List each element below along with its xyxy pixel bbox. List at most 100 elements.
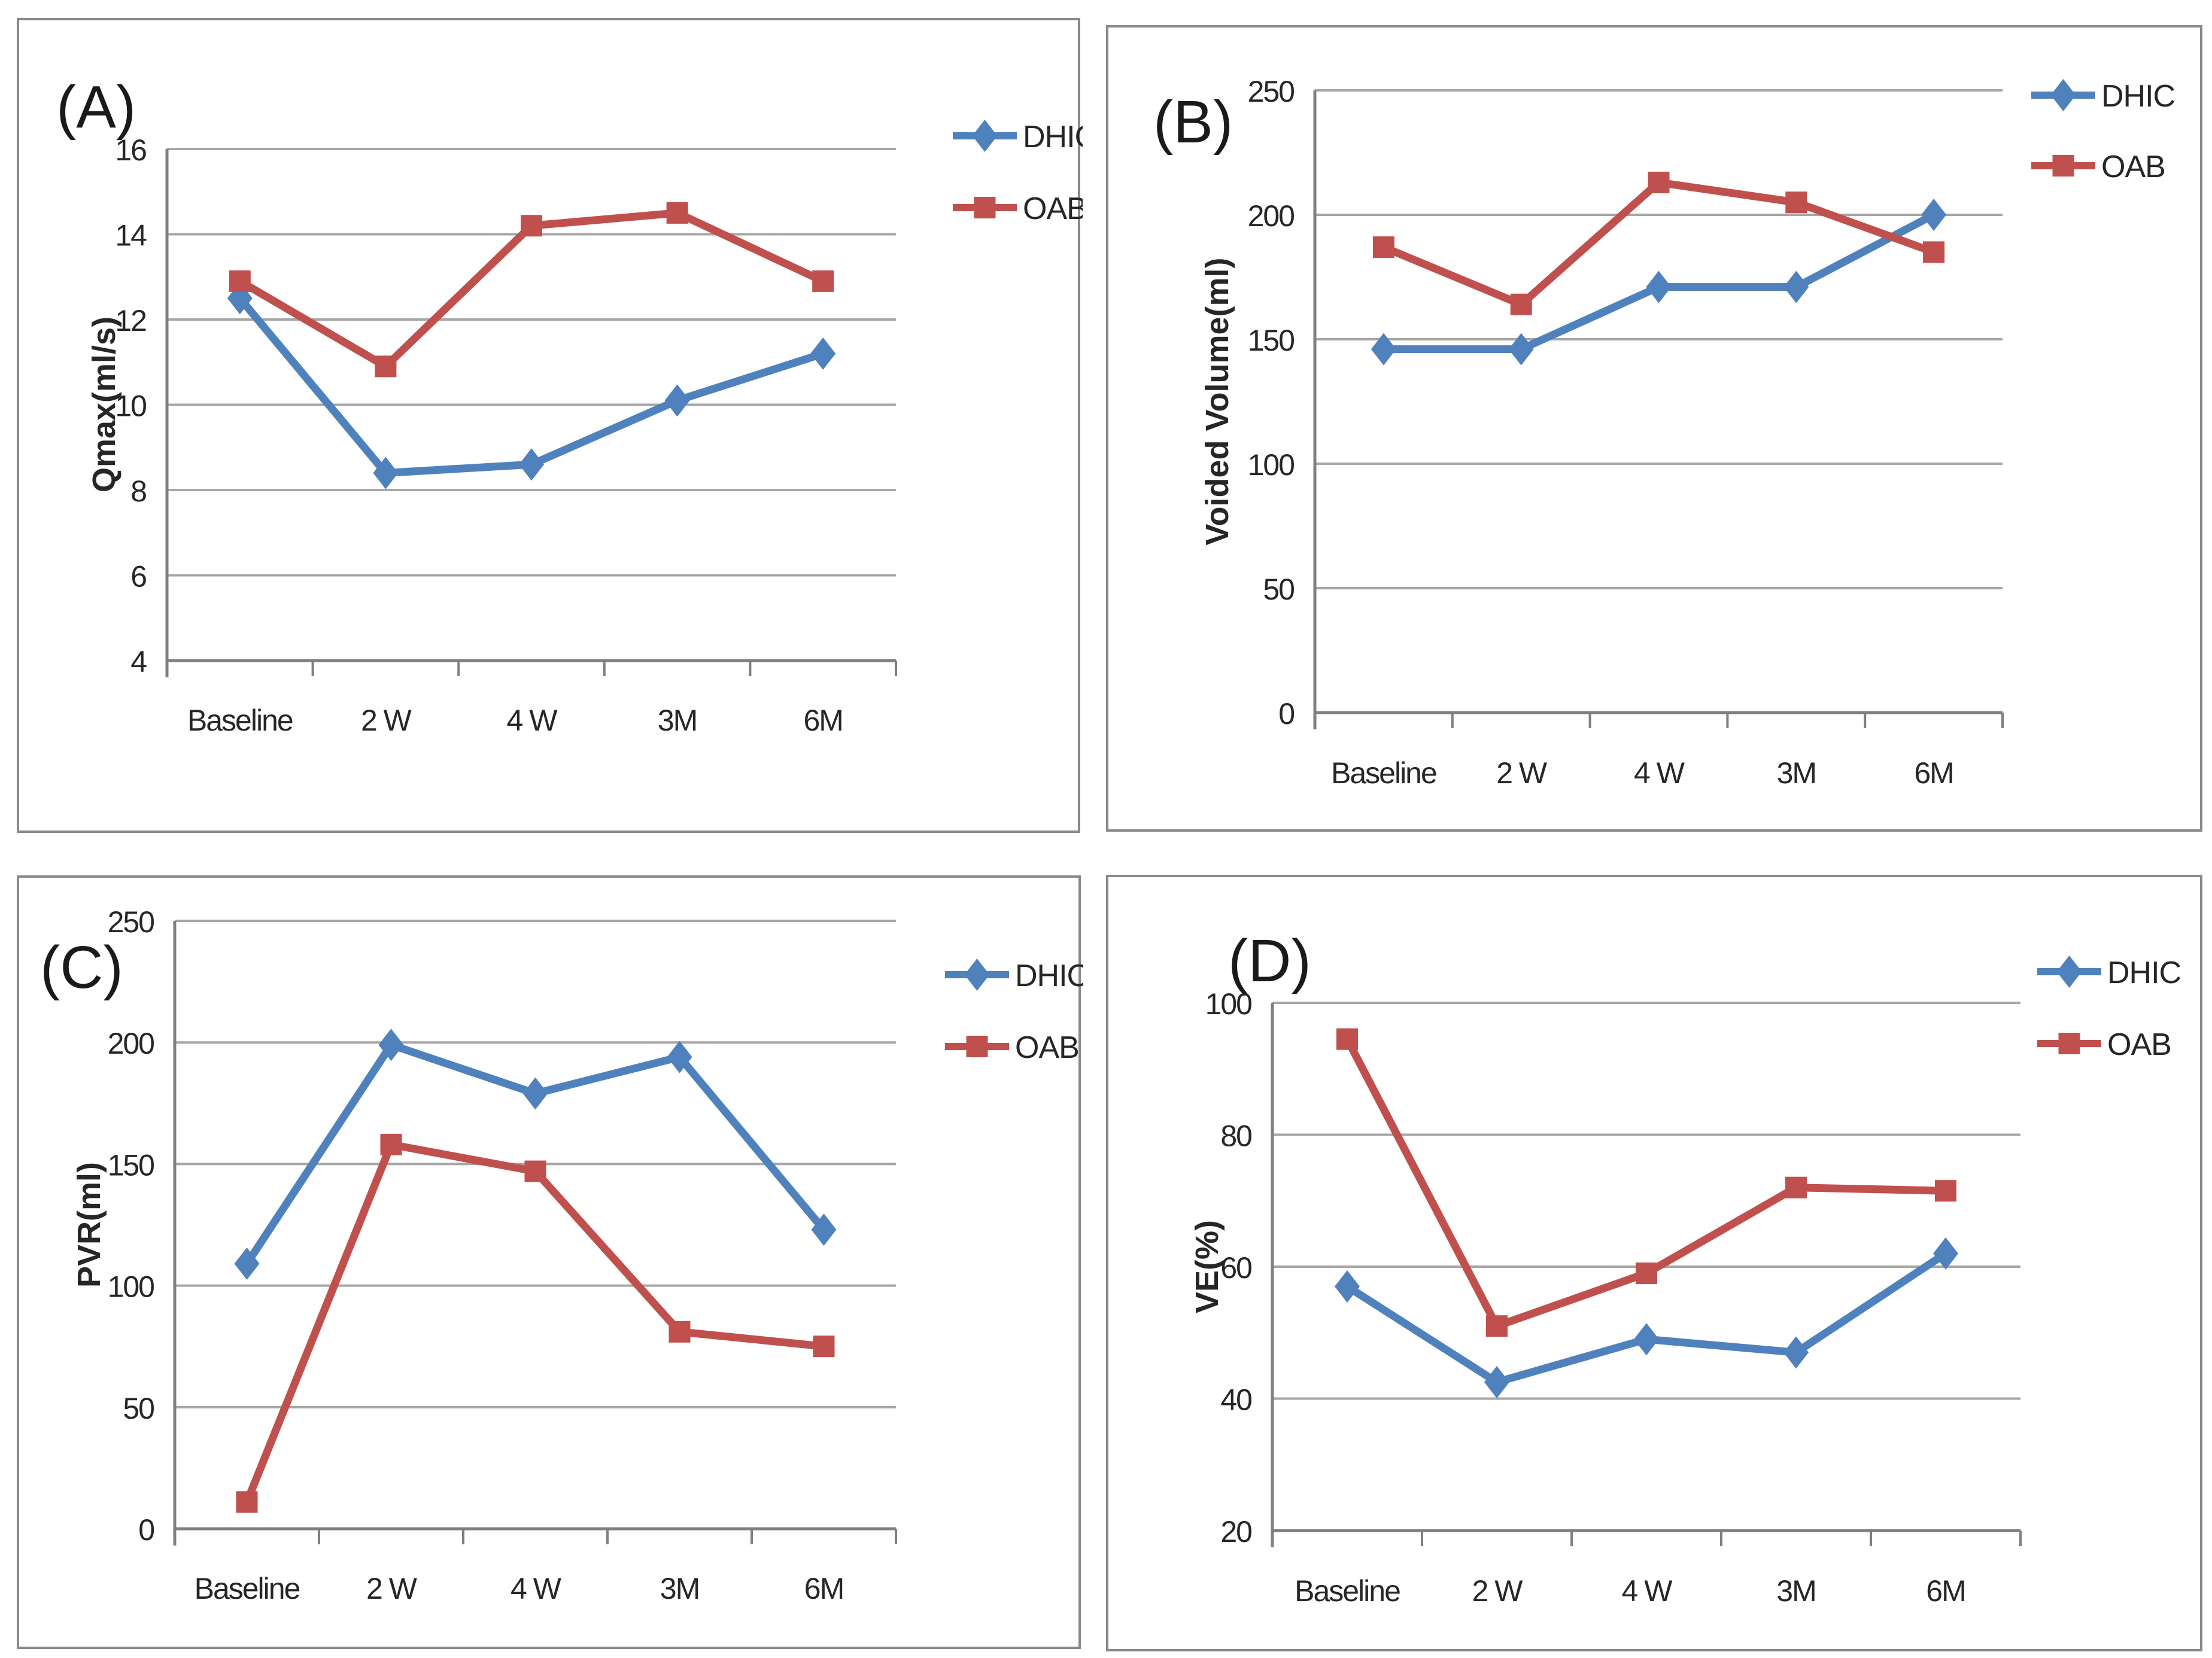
data-point-OAB (812, 270, 834, 292)
chart-C-pvr: 0 50 100 150 200 250 Baseline 2 W 4 W 3M 6M PVR(ml)… (71, 905, 1083, 1605)
y-tick-label: 150 (108, 1148, 154, 1182)
legend-label-DHIC: DHIC (1023, 120, 1083, 154)
data-point-OAB (1336, 1028, 1358, 1050)
legend-marker-DHIC (2056, 956, 2082, 988)
data-point-DHIC (810, 337, 836, 370)
x-category-label: 2 W (361, 704, 412, 737)
data-point-DHIC (811, 1213, 837, 1246)
data-point-OAB (666, 202, 688, 224)
y-tick-label: 40 (1220, 1383, 1251, 1417)
y-tick-label: 200 (1248, 199, 1295, 233)
y-tick-label: 0 (1278, 697, 1294, 731)
data-point-DHIC (664, 384, 690, 417)
y-tick-label: 0 (138, 1513, 154, 1547)
y-axis-title: PVR(ml) (71, 1162, 107, 1288)
data-point-DHIC (1484, 1365, 1509, 1398)
y-tick-label: 80 (1220, 1119, 1251, 1153)
panel-C: (C) 0 50 100 150 200 250 Baseline 2 W 4 W 3M 6M PVR… (17, 875, 1083, 1649)
x-category-label: 4 W (1622, 1574, 1673, 1608)
x-category-label: Baseline (1331, 756, 1436, 790)
legend-marker-DHIC (2050, 79, 2076, 111)
y-tick-label: 14 (115, 219, 147, 252)
y-tick-label: 60 (1220, 1251, 1251, 1285)
y-tick-label: 100 (1205, 987, 1252, 1021)
data-point-DHIC (1508, 333, 1534, 366)
legend-label-DHIC: DHIC (2107, 956, 2181, 990)
legend-label-DHIC: DHIC (1015, 959, 1083, 993)
y-axis-title: Qmax(ml/s) (86, 317, 122, 492)
data-point-DHIC (1921, 199, 1947, 231)
panel-B: (B) 0 50 100 150 200 250 Baseline 2 W 4 W 3M 6M Voi… (1106, 25, 2202, 832)
x-category-label: 3M (660, 1572, 699, 1605)
y-tick-label: 8 (130, 474, 146, 508)
data-point-OAB (229, 270, 251, 292)
legend-marker-OAB (2058, 1033, 2080, 1054)
panel-D: (D) 20 40 60 80 100 Baseline 2 W 4 W 3M 6M VE(%) DH… (1106, 875, 2202, 1651)
legend-label-OAB: OAB (1023, 191, 1083, 226)
panel-label-B: (B) (1153, 89, 1233, 156)
data-point-OAB (1935, 1180, 1956, 1202)
chart-D-ve: 20 40 60 80 100 Baseline 2 W 4 W 3M 6M VE(%) DHIC OA… (1189, 956, 2181, 1608)
x-category-label: 6M (803, 704, 842, 737)
data-point-DHIC (1933, 1237, 1958, 1270)
x-category-label: 2 W (1472, 1574, 1524, 1608)
panel-label-D: (D) (1228, 927, 1311, 994)
series-line-DHIC (236, 294, 827, 477)
y-axis-title: Voided Volume(ml) (1199, 257, 1235, 545)
y-tick-label: 250 (1248, 75, 1295, 108)
data-point-OAB (1785, 191, 1807, 214)
legend-marker-DHIC (972, 120, 998, 152)
data-point-OAB (1486, 1315, 1508, 1337)
x-category-label: 4 W (511, 1572, 562, 1605)
data-point-OAB (1923, 241, 1945, 263)
x-category-label: 3M (1776, 1574, 1815, 1608)
x-category-label: 4 W (1634, 756, 1685, 790)
x-category-label: 3M (658, 704, 697, 737)
series-line-OAB (243, 1140, 828, 1506)
y-tick-label: 250 (108, 905, 154, 939)
data-point-DHIC (234, 1248, 260, 1280)
legend-marker-OAB (2052, 155, 2074, 177)
panel-label-C: (C) (40, 934, 123, 1001)
data-point-DHIC (373, 457, 399, 489)
legend-label-OAB: OAB (2107, 1027, 2171, 1062)
y-tick-label: 100 (108, 1270, 154, 1304)
legend-marker-OAB (966, 1036, 988, 1057)
y-tick-label: 200 (108, 1027, 154, 1060)
data-point-OAB (1510, 293, 1532, 315)
data-point-OAB (1785, 1176, 1807, 1198)
y-axis-title: VE(%) (1189, 1220, 1225, 1313)
x-category-label: 2 W (366, 1572, 418, 1605)
data-point-OAB (524, 1160, 546, 1182)
data-point-DHIC (1783, 270, 1809, 303)
data-point-OAB (380, 1133, 402, 1155)
legend-label-OAB: OAB (2101, 150, 2165, 184)
data-point-OAB (1372, 236, 1394, 258)
chart-A-qmax: 4 6 8 10 12 14 16 Baseline 2 W 4 W 3M 6M Qmax(ml/s) D… (86, 120, 1083, 737)
data-point-DHIC (519, 448, 544, 481)
data-point-DHIC (1646, 270, 1672, 303)
panel-A: (A) 4 6 8 10 12 14 16 Baseline 2 W 4 W 3M 6M Qmax(ml… (17, 18, 1083, 833)
legend-label-OAB: OAB (1015, 1030, 1079, 1065)
x-category-label: 6M (804, 1572, 843, 1605)
legend-marker-OAB (974, 197, 996, 218)
y-tick-label: 100 (1248, 448, 1295, 482)
data-point-DHIC (522, 1077, 548, 1110)
y-tick-label: 12 (115, 304, 146, 337)
y-tick-label: 50 (123, 1392, 154, 1425)
data-point-OAB (813, 1335, 835, 1358)
legend-label-DHIC: DHIC (2101, 79, 2175, 114)
x-category-label: Baseline (195, 1572, 300, 1605)
data-point-OAB (236, 1491, 258, 1513)
legend-marker-DHIC (964, 959, 990, 991)
data-point-OAB (1636, 1262, 1657, 1285)
x-category-label: 6M (1926, 1574, 1965, 1608)
data-point-OAB (375, 355, 397, 378)
data-point-DHIC (378, 1029, 404, 1061)
x-category-label: 3M (1777, 756, 1816, 790)
chart-B-voided-volume: 0 50 100 150 200 250 Baseline 2 W 4 W 3M 6M Voided … (1199, 75, 2175, 790)
y-tick-label: 50 (1263, 573, 1294, 606)
data-point-OAB (669, 1321, 691, 1343)
